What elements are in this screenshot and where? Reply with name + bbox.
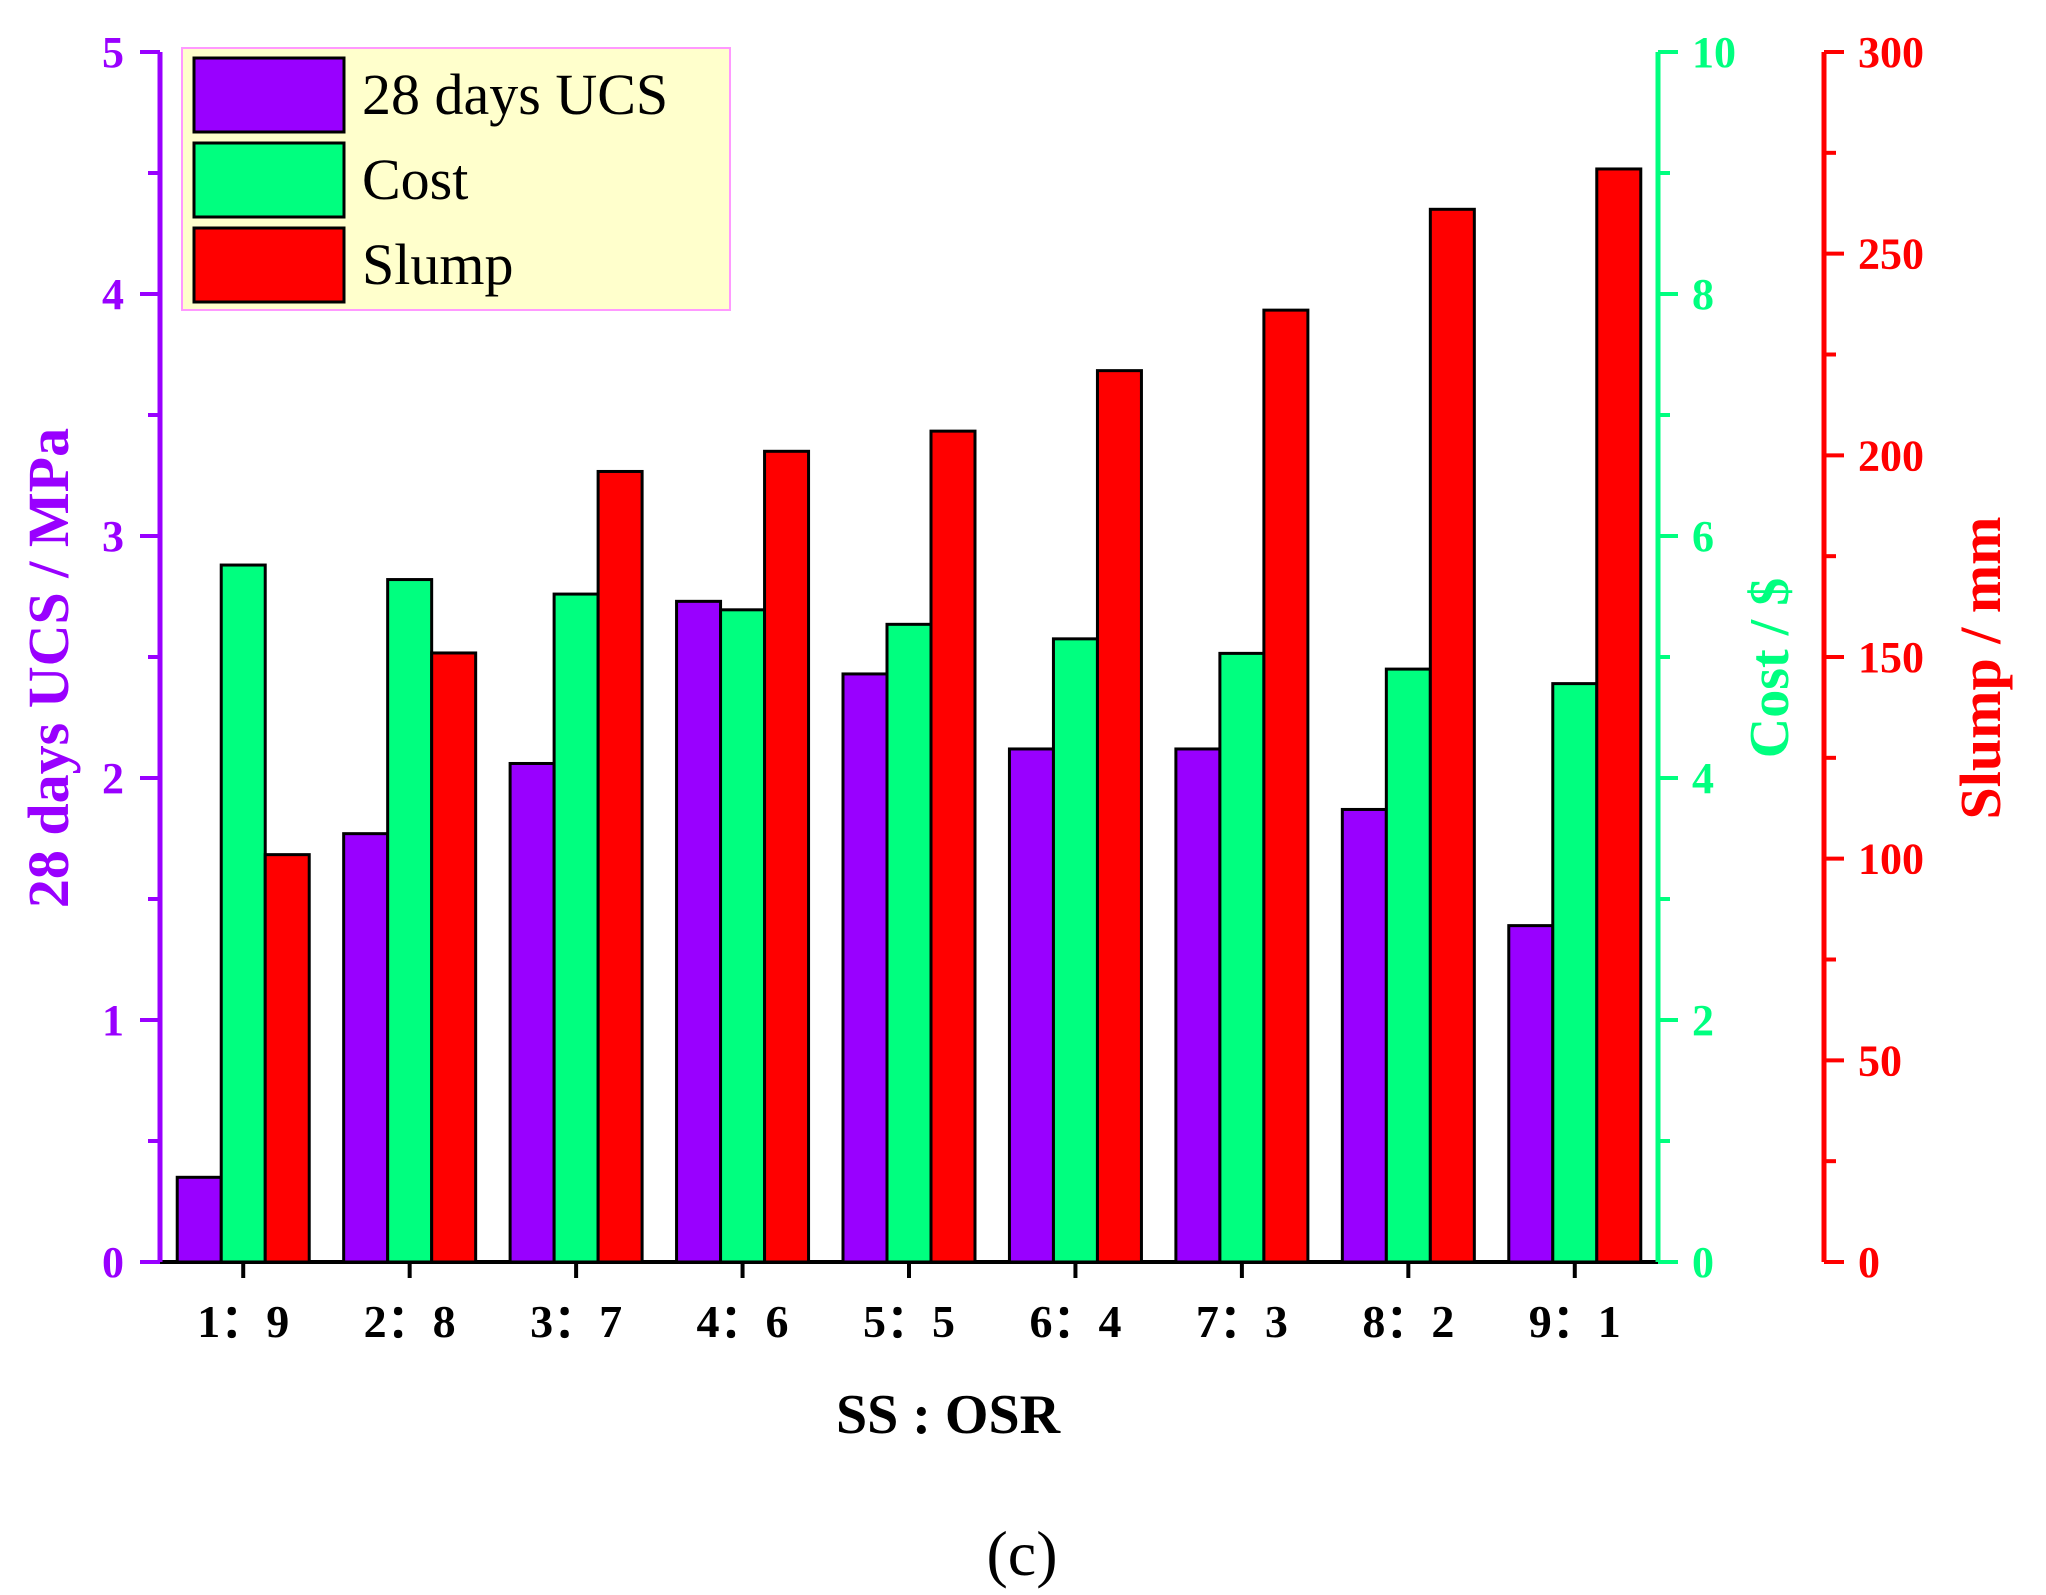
- slump-axis-tick-label: 0: [1858, 1238, 1880, 1287]
- bar-slump: [929, 429, 977, 1264]
- x-tick-label: 2：8: [364, 1296, 456, 1347]
- cost-axis-title: Cost / $: [1739, 578, 1801, 758]
- bar-28-days-ucs: [841, 672, 889, 1264]
- x-tick-label: 1：9: [197, 1296, 289, 1347]
- bar-28-days-ucs: [1507, 924, 1555, 1264]
- legend-swatch: [192, 141, 346, 219]
- slump-axis-title: Slump / mm: [1948, 517, 2013, 820]
- left-axis-tick-label: 5: [102, 28, 124, 77]
- legend-label: 28 days UCS: [362, 62, 668, 127]
- cost-axis-tick-label: 10: [1692, 28, 1736, 77]
- left-axis-tick-label: 0: [102, 1238, 124, 1287]
- x-tick-label: 5：5: [863, 1296, 955, 1347]
- x-tick-label: 7：3: [1196, 1296, 1288, 1347]
- slump-axis-tick-label: 150: [1858, 633, 1924, 682]
- bar-cost: [885, 622, 933, 1264]
- legend: 28 days UCS Cost Slump: [181, 47, 731, 311]
- bar-cost: [1218, 651, 1266, 1264]
- bar-cost: [1384, 667, 1432, 1264]
- bar-28-days-ucs: [1174, 747, 1222, 1264]
- slump-axis-tick-label: 300: [1858, 28, 1924, 77]
- bar-slump: [1095, 369, 1143, 1264]
- left-axis-tick-label: 3: [102, 512, 124, 561]
- bar-cost: [386, 578, 434, 1264]
- legend-swatch: [192, 226, 346, 304]
- slump-axis-tick-label: 200: [1858, 431, 1924, 480]
- left-axis-title: 28 days UCS / MPa: [16, 428, 81, 908]
- bar-28-days-ucs: [675, 599, 723, 1264]
- x-tick-label: 3：7: [530, 1296, 622, 1347]
- cost-axis-tick-label: 6: [1692, 512, 1714, 561]
- bar-slump: [1428, 207, 1476, 1264]
- bar-cost: [719, 608, 767, 1264]
- bar-cost: [1051, 637, 1099, 1264]
- slump-axis-tick-label: 100: [1858, 835, 1924, 884]
- legend-label: Slump: [362, 232, 514, 297]
- bars-layer: [175, 167, 1643, 1264]
- left-axis-tick-label: 4: [102, 270, 124, 319]
- bar-28-days-ucs: [175, 1175, 223, 1264]
- x-tick-label: 4：6: [697, 1296, 789, 1347]
- slump-axis-tick-label: 250: [1858, 230, 1924, 279]
- tick-labels-layer: 1：9 2：8 3：7 4：6 5：5 6：4 7：3 8：2 9：10123450246810…: [102, 28, 1924, 1347]
- left-axis-tick-label: 2: [102, 754, 124, 803]
- x-axis-title: SS : OSR: [836, 1384, 1061, 1446]
- cost-axis-tick-label: 2: [1692, 996, 1714, 1045]
- bar-slump: [596, 469, 644, 1264]
- bar-slump: [1595, 167, 1643, 1264]
- x-tick-label: 8：2: [1362, 1296, 1454, 1347]
- bar-cost: [552, 592, 600, 1264]
- cost-axis-tick-label: 0: [1692, 1238, 1714, 1287]
- slump-axis-tick-label: 50: [1858, 1036, 1902, 1085]
- x-tick-label: 6：4: [1029, 1296, 1121, 1347]
- bar-28-days-ucs: [1340, 807, 1388, 1264]
- bar-slump: [263, 853, 311, 1264]
- legend-swatch: [192, 56, 346, 134]
- bar-28-days-ucs: [1007, 747, 1055, 1264]
- bar-cost: [219, 563, 267, 1264]
- left-axis-tick-label: 1: [102, 996, 124, 1045]
- bar-28-days-ucs: [508, 761, 556, 1264]
- x-tick-label: 9：1: [1529, 1296, 1621, 1347]
- cost-axis-tick-label: 4: [1692, 754, 1714, 803]
- figure-label: (c): [986, 1518, 1057, 1589]
- bar-28-days-ucs: [342, 832, 390, 1264]
- cost-axis-tick-label: 8: [1692, 270, 1714, 319]
- legend-label: Cost: [362, 147, 468, 212]
- bar-slump: [430, 651, 478, 1264]
- bar-slump: [763, 449, 811, 1264]
- bar-cost: [1551, 682, 1599, 1264]
- bar-slump: [1262, 308, 1310, 1264]
